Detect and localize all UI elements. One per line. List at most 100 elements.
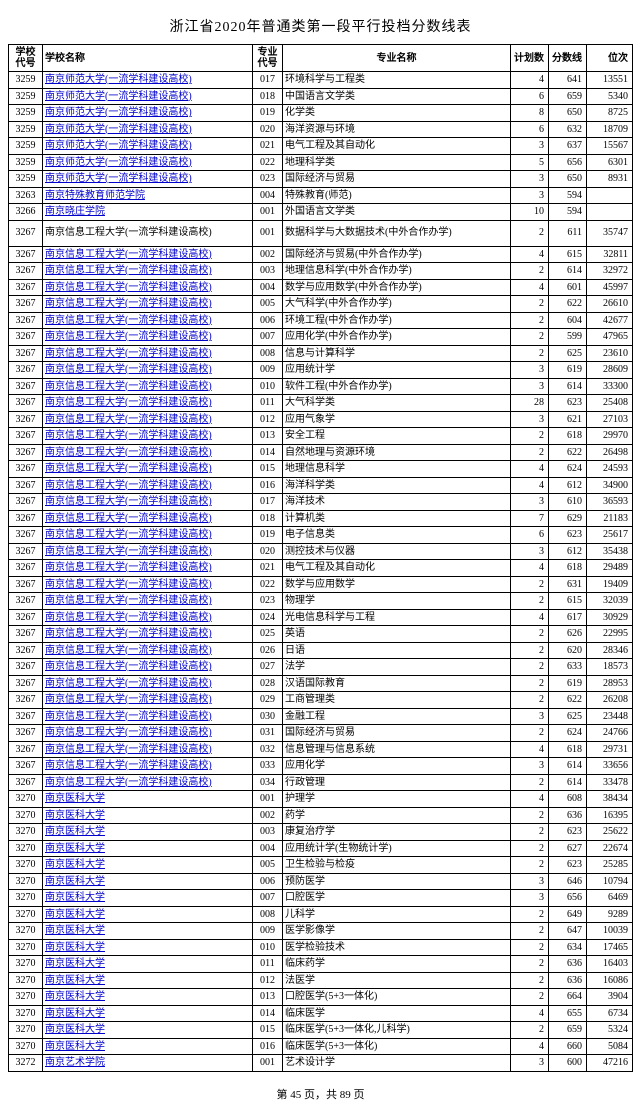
school-link[interactable]: 南京医科大学 (45, 1041, 105, 1052)
school-link[interactable]: 南京信息工程大学(一流学科建设高校) (45, 249, 212, 260)
cell-school-name[interactable]: 南京信息工程大学(一流学科建设高校) (43, 593, 253, 610)
school-link[interactable]: 南京师范大学(一流学科建设高校) (45, 157, 192, 168)
cell-school-name[interactable]: 南京信息工程大学(一流学科建设高校) (43, 411, 253, 428)
school-link[interactable]: 南京医科大学 (45, 892, 105, 903)
school-link[interactable]: 南京医科大学 (45, 909, 105, 920)
cell-school-name[interactable]: 南京信息工程大学(一流学科建设高校) (43, 560, 253, 577)
school-link[interactable]: 南京信息工程大学(一流学科建设高校) (45, 447, 212, 458)
cell-school-name[interactable]: 南京信息工程大学(一流学科建设高校) (43, 626, 253, 643)
cell-school-name[interactable]: 南京师范大学(一流学科建设高校) (43, 88, 253, 105)
cell-school-name[interactable]: 南京师范大学(一流学科建设高校) (43, 72, 253, 89)
cell-school-name[interactable]: 南京信息工程大学(一流学科建设高校) (43, 692, 253, 709)
cell-school-name[interactable]: 南京医科大学 (43, 824, 253, 841)
school-link[interactable]: 南京医科大学 (45, 1008, 105, 1019)
school-link[interactable]: 南京信息工程大学(一流学科建设高校) (45, 315, 212, 326)
school-link[interactable]: 南京信息工程大学(一流学科建设高校) (45, 612, 212, 623)
school-link[interactable]: 南京信息工程大学(一流学科建设高校) (45, 463, 212, 474)
school-link[interactable]: 南京师范大学(一流学科建设高校) (45, 74, 192, 85)
cell-school-name[interactable]: 南京信息工程大学(一流学科建设高校) (43, 543, 253, 560)
school-link[interactable]: 南京医科大学 (45, 975, 105, 986)
school-link[interactable]: 南京信息工程大学(一流学科建设高校) (45, 546, 212, 557)
school-link[interactable]: 南京医科大学 (45, 826, 105, 837)
school-link[interactable]: 南京师范大学(一流学科建设高校) (45, 140, 192, 151)
cell-school-name[interactable]: 南京信息工程大学(一流学科建设高校) (43, 774, 253, 791)
cell-school-name[interactable]: 南京信息工程大学(一流学科建设高校) (43, 477, 253, 494)
cell-school-name[interactable]: 南京信息工程大学(一流学科建设高校) (43, 642, 253, 659)
cell-school-name[interactable]: 南京信息工程大学(一流学科建设高校) (43, 345, 253, 362)
school-link[interactable]: 南京信息工程大学(一流学科建设高校) (45, 364, 212, 375)
cell-school-name[interactable]: 南京医科大学 (43, 923, 253, 940)
cell-school-name[interactable]: 南京信息工程大学(一流学科建设高校) (43, 428, 253, 445)
cell-school-name[interactable]: 南京特殊教育师范学院 (43, 187, 253, 204)
school-link[interactable]: 南京信息工程大学(一流学科建设高校) (45, 727, 212, 738)
school-link[interactable]: 南京信息工程大学(一流学科建设高校) (45, 744, 212, 755)
school-link[interactable]: 南京师范大学(一流学科建设高校) (45, 91, 192, 102)
school-link[interactable]: 南京信息工程大学(一流学科建设高校) (45, 678, 212, 689)
school-link[interactable]: 南京师范大学(一流学科建设高校) (45, 124, 192, 135)
cell-school-name[interactable]: 南京医科大学 (43, 1022, 253, 1039)
cell-school-name[interactable]: 南京医科大学 (43, 791, 253, 808)
cell-school-name[interactable]: 南京信息工程大学(一流学科建设高校) (43, 362, 253, 379)
cell-school-name[interactable]: 南京信息工程大学(一流学科建设高校) (43, 675, 253, 692)
school-link[interactable]: 南京信息工程大学(一流学科建设高校) (45, 381, 212, 392)
cell-school-name[interactable]: 南京医科大学 (43, 906, 253, 923)
cell-school-name[interactable]: 南京医科大学 (43, 873, 253, 890)
school-link[interactable]: 南京特殊教育师范学院 (45, 190, 145, 201)
school-link[interactable]: 南京信息工程大学(一流学科建设高校) (45, 694, 212, 705)
school-link[interactable]: 南京信息工程大学(一流学科建设高校) (45, 760, 212, 771)
school-link[interactable]: 南京信息工程大学(一流学科建设高校) (45, 711, 212, 722)
school-link[interactable]: 南京信息工程大学(一流学科建设高校) (45, 331, 212, 342)
cell-school-name[interactable]: 南京信息工程大学(一流学科建设高校) (43, 296, 253, 313)
school-link[interactable]: 南京信息工程大学(一流学科建设高校) (45, 414, 212, 425)
school-link[interactable]: 南京信息工程大学(一流学科建设高校) (45, 579, 212, 590)
cell-school-name[interactable]: 南京信息工程大学(一流学科建设高校) (43, 246, 253, 263)
cell-school-name[interactable]: 南京师范大学(一流学科建设高校) (43, 154, 253, 171)
school-link[interactable]: 南京师范大学(一流学科建设高校) (45, 107, 192, 118)
school-link[interactable]: 南京信息工程大学(一流学科建设高校) (45, 661, 212, 672)
cell-school-name[interactable]: 南京信息工程大学(一流学科建设高校) (43, 395, 253, 412)
cell-school-name[interactable]: 南京信息工程大学(一流学科建设高校) (43, 329, 253, 346)
school-link[interactable]: 南京信息工程大学(一流学科建设高校) (45, 645, 212, 656)
cell-school-name[interactable]: 南京信息工程大学(一流学科建设高校) (43, 527, 253, 544)
cell-school-name[interactable]: 南京医科大学 (43, 989, 253, 1006)
cell-school-name[interactable]: 南京信息工程大学(一流学科建设高校) (43, 758, 253, 775)
school-link[interactable]: 南京信息工程大学(一流学科建设高校) (45, 397, 212, 408)
cell-school-name[interactable]: 南京信息工程大学(一流学科建设高校) (43, 494, 253, 511)
school-link[interactable]: 南京师范大学(一流学科建设高校) (45, 173, 192, 184)
cell-school-name[interactable]: 南京医科大学 (43, 939, 253, 956)
cell-school-name[interactable]: 南京信息工程大学(一流学科建设高校) (43, 378, 253, 395)
cell-school-name[interactable]: 南京信息工程大学(一流学科建设高校) (43, 263, 253, 280)
cell-school-name[interactable]: 南京信息工程大学(一流学科建设高校) (43, 510, 253, 527)
school-link[interactable]: 南京信息工程大学(一流学科建设高校) (45, 513, 212, 524)
cell-school-name[interactable]: 南京艺术学院 (43, 1055, 253, 1072)
cell-school-name[interactable]: 南京信息工程大学(一流学科建设高校) (43, 461, 253, 478)
cell-school-name[interactable]: 南京医科大学 (43, 857, 253, 874)
cell-school-name[interactable]: 南京信息工程大学(一流学科建设高校) (43, 725, 253, 742)
school-link[interactable]: 南京医科大学 (45, 859, 105, 870)
cell-school-name[interactable]: 南京信息工程大学(一流学科建设高校) (43, 609, 253, 626)
cell-school-name[interactable]: 南京信息工程大学(一流学科建设高校) (43, 576, 253, 593)
school-link[interactable]: 南京医科大学 (45, 958, 105, 969)
school-link[interactable]: 南京晓庄学院 (45, 206, 105, 217)
school-link[interactable]: 南京艺术学院 (45, 1057, 105, 1068)
cell-school-name[interactable]: 南京医科大学 (43, 956, 253, 973)
school-link[interactable]: 南京医科大学 (45, 925, 105, 936)
cell-school-name[interactable]: 南京师范大学(一流学科建设高校) (43, 171, 253, 188)
cell-school-name[interactable]: 南京医科大学 (43, 890, 253, 907)
cell-school-name[interactable]: 南京医科大学 (43, 1038, 253, 1055)
school-link[interactable]: 南京信息工程大学(一流学科建设高校) (45, 777, 212, 788)
school-link[interactable]: 南京信息工程大学(一流学科建设高校) (45, 496, 212, 507)
cell-school-name[interactable]: 南京信息工程大学(一流学科建设高校) (43, 279, 253, 296)
school-link[interactable]: 南京医科大学 (45, 1024, 105, 1035)
cell-school-name[interactable]: 南京信息工程大学(一流学科建设高校) (43, 312, 253, 329)
school-link[interactable]: 南京医科大学 (45, 810, 105, 821)
cell-school-name[interactable]: 南京医科大学 (43, 840, 253, 857)
cell-school-name[interactable]: 南京师范大学(一流学科建设高校) (43, 138, 253, 155)
school-link[interactable]: 南京信息工程大学(一流学科建设高校) (45, 348, 212, 359)
cell-school-name[interactable]: 南京医科大学 (43, 972, 253, 989)
cell-school-name[interactable]: 南京医科大学 (43, 1005, 253, 1022)
cell-school-name[interactable]: 南京师范大学(一流学科建设高校) (43, 105, 253, 122)
school-link[interactable]: 南京信息工程大学(一流学科建设高校) (45, 480, 212, 491)
cell-school-name[interactable]: 南京信息工程大学(一流学科建设高校) (43, 741, 253, 758)
school-link[interactable]: 南京医科大学 (45, 843, 105, 854)
